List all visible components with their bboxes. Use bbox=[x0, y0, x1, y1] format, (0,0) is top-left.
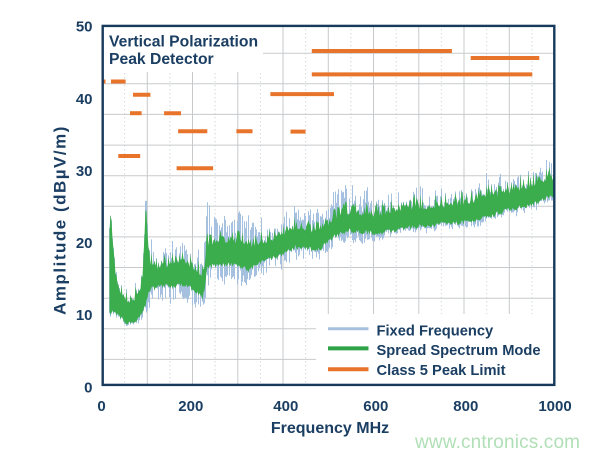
svg-text:Vertical Polarization: Vertical Polarization bbox=[109, 34, 258, 51]
svg-text:Amplitude (dBµV/m): Amplitude (dBµV/m) bbox=[51, 125, 70, 315]
svg-text:200: 200 bbox=[178, 398, 203, 415]
svg-text:Class 5 Peak Limit: Class 5 Peak Limit bbox=[377, 363, 506, 379]
svg-text:www.cntronics.com: www.cntronics.com bbox=[414, 432, 580, 453]
svg-text:10: 10 bbox=[76, 307, 93, 324]
svg-text:Spread Spectrum Mode: Spread Spectrum Mode bbox=[377, 343, 541, 359]
svg-text:50: 50 bbox=[76, 19, 93, 36]
svg-text:20: 20 bbox=[76, 235, 93, 252]
svg-text:800: 800 bbox=[453, 398, 478, 415]
svg-text:1000: 1000 bbox=[538, 398, 571, 415]
svg-text:0: 0 bbox=[84, 379, 92, 396]
svg-text:0: 0 bbox=[97, 398, 105, 415]
svg-text:40: 40 bbox=[76, 91, 93, 108]
svg-text:30: 30 bbox=[76, 163, 93, 180]
svg-text:600: 600 bbox=[363, 398, 388, 415]
svg-text:400: 400 bbox=[273, 398, 298, 415]
svg-text:Fixed Frequency: Fixed Frequency bbox=[377, 323, 495, 339]
svg-text:Peak Detector: Peak Detector bbox=[109, 51, 214, 68]
svg-text:Frequency MHz: Frequency MHz bbox=[271, 420, 389, 437]
